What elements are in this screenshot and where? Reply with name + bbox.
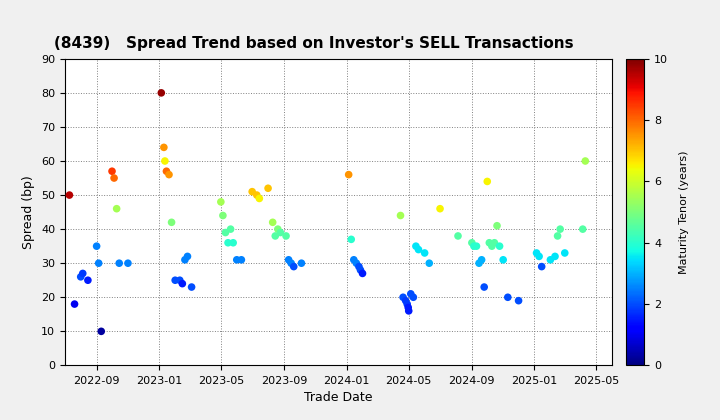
Point (215, 199, 227, 205)
Point (186, 284, 197, 290)
Point (75, 273, 86, 280)
Point (413, 246, 424, 253)
Point (351, 260, 362, 267)
Point (580, 158, 591, 164)
Point (343, 171, 354, 178)
X-axis label: Trade Date: Trade Date (304, 391, 373, 404)
Point (489, 239, 500, 246)
Point (179, 257, 191, 263)
Point (403, 307, 415, 314)
Point (161, 168, 172, 175)
Point (536, 263, 547, 270)
Point (482, 178, 493, 185)
Point (355, 267, 366, 273)
Point (111, 205, 122, 212)
Point (174, 277, 186, 284)
Point (552, 233, 563, 239)
Y-axis label: Maturity Tenor (years): Maturity Tenor (years) (679, 150, 689, 274)
Point (559, 249, 570, 256)
Point (419, 249, 431, 256)
Point (549, 253, 561, 260)
Point (410, 243, 422, 249)
Point (400, 297, 411, 304)
Point (452, 233, 464, 239)
Point (96, 328, 107, 335)
Point (466, 239, 477, 246)
Point (346, 236, 357, 243)
Point (69, 301, 81, 307)
Point (288, 263, 300, 270)
Point (471, 243, 482, 249)
Point (357, 270, 369, 277)
Point (253, 195, 265, 202)
Point (283, 257, 294, 263)
Point (395, 212, 406, 219)
Point (274, 229, 286, 236)
Point (220, 229, 231, 236)
Point (531, 249, 542, 256)
Point (225, 226, 236, 233)
Point (354, 263, 365, 270)
Point (235, 257, 247, 263)
Point (491, 222, 503, 229)
Point (513, 297, 524, 304)
Point (502, 294, 513, 301)
Point (423, 260, 435, 267)
Point (544, 257, 556, 263)
Point (107, 168, 118, 175)
Point (262, 185, 274, 192)
Point (156, 89, 167, 96)
Point (93, 260, 104, 267)
Point (280, 233, 292, 239)
Point (91, 243, 102, 249)
Point (222, 239, 234, 246)
Point (158, 144, 170, 151)
Point (434, 205, 446, 212)
Point (228, 239, 239, 246)
Point (402, 301, 413, 307)
Point (473, 260, 485, 267)
Point (554, 226, 566, 233)
Point (246, 188, 258, 195)
Point (272, 226, 284, 233)
Point (494, 243, 505, 249)
Point (176, 280, 188, 287)
Point (476, 257, 487, 263)
Point (468, 243, 480, 249)
Point (285, 260, 297, 267)
Point (269, 233, 281, 239)
Point (77, 270, 89, 277)
Point (163, 171, 175, 178)
Point (405, 291, 417, 297)
Point (217, 212, 229, 219)
Point (408, 294, 419, 301)
Point (169, 277, 181, 284)
Point (296, 260, 307, 267)
Text: (8439)   Spread Trend based on Investor's SELL Transactions: (8439) Spread Trend based on Investor's … (54, 36, 574, 51)
Point (63, 192, 75, 198)
Point (498, 257, 509, 263)
Point (267, 219, 279, 226)
Point (108, 175, 120, 181)
Point (348, 257, 359, 263)
Point (82, 277, 94, 284)
Point (114, 260, 125, 267)
Point (166, 219, 177, 226)
Point (577, 226, 588, 233)
Point (397, 294, 409, 301)
Point (534, 253, 545, 260)
Point (478, 284, 490, 290)
Point (251, 192, 263, 198)
Point (231, 257, 243, 263)
Y-axis label: Spread (bp): Spread (bp) (22, 175, 35, 249)
Point (402, 304, 414, 311)
Point (122, 260, 134, 267)
Point (486, 243, 498, 249)
Point (181, 253, 193, 260)
Point (159, 158, 171, 164)
Point (484, 239, 495, 246)
